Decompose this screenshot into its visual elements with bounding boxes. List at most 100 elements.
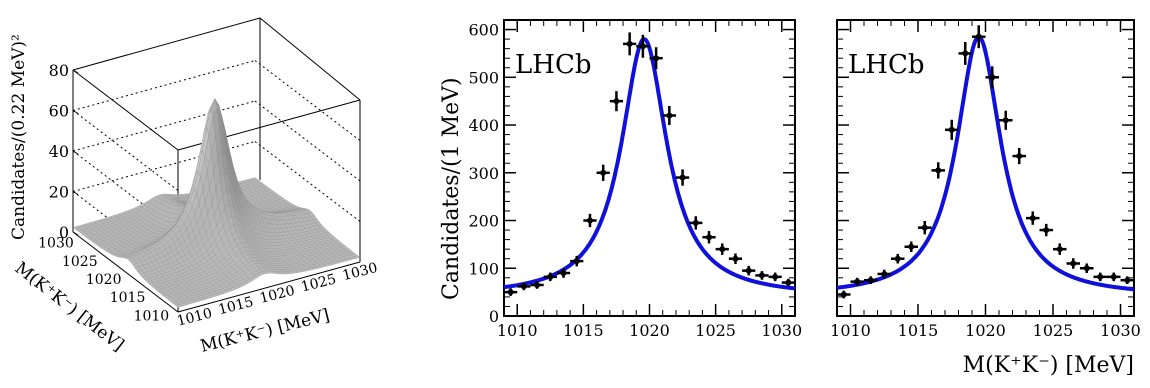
marker bbox=[600, 169, 607, 176]
data-point bbox=[596, 164, 610, 181]
y-tick-label: 1020 bbox=[86, 272, 122, 288]
data-point bbox=[504, 288, 518, 296]
y-tick-label: 400 bbox=[468, 116, 499, 135]
marker bbox=[894, 255, 901, 262]
x-tick-label: 1020 bbox=[258, 283, 296, 307]
data-point bbox=[904, 241, 918, 253]
y-tick-label: 500 bbox=[468, 68, 499, 87]
grid-line bbox=[254, 100, 361, 182]
mass-panel-left: 1010 1015 1020 1025 10300100200300400500600 … bbox=[439, 19, 802, 340]
data-point bbox=[675, 169, 690, 186]
data-points bbox=[837, 25, 1134, 299]
experiment-label: LHCb bbox=[515, 50, 591, 80]
marker bbox=[921, 224, 928, 231]
data-point bbox=[1026, 211, 1040, 225]
x-tick-label: 1015 bbox=[563, 321, 604, 340]
marker bbox=[772, 273, 779, 280]
data-point bbox=[623, 32, 637, 56]
z-tick bbox=[72, 191, 79, 195]
marker bbox=[507, 289, 514, 296]
marker bbox=[1070, 260, 1077, 267]
marker bbox=[948, 126, 955, 133]
marker bbox=[706, 234, 713, 241]
data-point bbox=[543, 272, 557, 282]
marker bbox=[908, 243, 915, 250]
surface-patch bbox=[353, 255, 361, 259]
data-point bbox=[864, 276, 878, 285]
data-point bbox=[781, 278, 795, 287]
z-tick-label: 80 bbox=[49, 61, 69, 80]
marker bbox=[1002, 117, 1009, 124]
axis-ticks: 1010 1015 1020 1025 1030 0 100 200 300 400 500 600 bbox=[468, 19, 802, 340]
x-tick-label: 1010 bbox=[830, 321, 871, 340]
z-tick bbox=[72, 150, 79, 155]
data-point bbox=[742, 265, 756, 276]
marker bbox=[573, 258, 580, 265]
fit-line bbox=[836, 34, 1135, 292]
marker bbox=[586, 217, 593, 224]
data-point bbox=[891, 253, 905, 264]
floor-edge bbox=[177, 261, 361, 313]
marker bbox=[639, 43, 646, 50]
y-tick-label: 1030 bbox=[38, 236, 74, 252]
data-point bbox=[583, 213, 597, 228]
floor-edge bbox=[72, 231, 179, 313]
data-point bbox=[715, 243, 729, 255]
x-tick-label: 1025 bbox=[1033, 321, 1074, 340]
y-tick-label: 0 bbox=[489, 307, 499, 326]
data-point bbox=[755, 271, 769, 280]
x-tick-label: 1015 bbox=[217, 294, 255, 318]
marker bbox=[867, 277, 874, 284]
marker bbox=[1016, 153, 1023, 160]
marker bbox=[520, 283, 527, 290]
marker bbox=[1097, 273, 1104, 280]
z-tick-labels: 0 20 40 60 80 bbox=[49, 61, 79, 242]
marker bbox=[1029, 215, 1036, 222]
z-tick-label: 0 bbox=[59, 223, 69, 242]
grid-line bbox=[72, 141, 256, 192]
box-edge bbox=[259, 17, 361, 101]
data-point bbox=[945, 119, 959, 140]
x-tick-label: 1020 bbox=[965, 321, 1006, 340]
data-point bbox=[689, 216, 703, 230]
y-tick-label: 200 bbox=[468, 212, 499, 231]
marker bbox=[679, 174, 686, 181]
data-point bbox=[702, 231, 716, 244]
marker bbox=[1056, 246, 1063, 253]
grid-line bbox=[254, 141, 361, 222]
marker bbox=[666, 112, 673, 119]
x-tick-label: 1030 bbox=[761, 321, 802, 340]
data-point bbox=[972, 25, 986, 49]
marker bbox=[560, 270, 567, 277]
surface-z-axis-label: Candidates/(0.22 MeV)² bbox=[9, 34, 29, 240]
grid-line bbox=[254, 60, 361, 141]
marker bbox=[1043, 227, 1050, 234]
y-tick-label: 1015 bbox=[110, 290, 146, 306]
y-tick-label: 100 bbox=[468, 259, 499, 278]
marker bbox=[534, 281, 541, 288]
data-point bbox=[649, 47, 663, 70]
data-point bbox=[1080, 263, 1094, 274]
marker bbox=[692, 219, 699, 226]
mass-panel-right: 1010 1015 1020 1025 1030 LHCb M(K⁺K⁻) [MeV] bbox=[830, 19, 1141, 378]
marker bbox=[975, 33, 982, 40]
z-tick-label: 60 bbox=[49, 102, 69, 121]
data-point bbox=[850, 277, 864, 286]
y-tick-label: 1010 bbox=[134, 308, 170, 324]
marker bbox=[935, 167, 942, 174]
data-point bbox=[1120, 276, 1134, 285]
data-points bbox=[504, 32, 795, 296]
marker bbox=[732, 255, 739, 262]
data-point bbox=[570, 255, 584, 267]
marker bbox=[758, 272, 765, 279]
surface-mesh bbox=[72, 98, 361, 308]
marker bbox=[719, 246, 726, 253]
z-tick-label: 20 bbox=[49, 183, 69, 202]
marker bbox=[547, 273, 554, 280]
data-point bbox=[530, 281, 544, 289]
marker bbox=[989, 74, 996, 81]
grid-line bbox=[72, 110, 179, 191]
x-tick-label: 1015 bbox=[898, 321, 939, 340]
box-edge bbox=[72, 69, 179, 151]
data-point bbox=[1093, 272, 1107, 282]
